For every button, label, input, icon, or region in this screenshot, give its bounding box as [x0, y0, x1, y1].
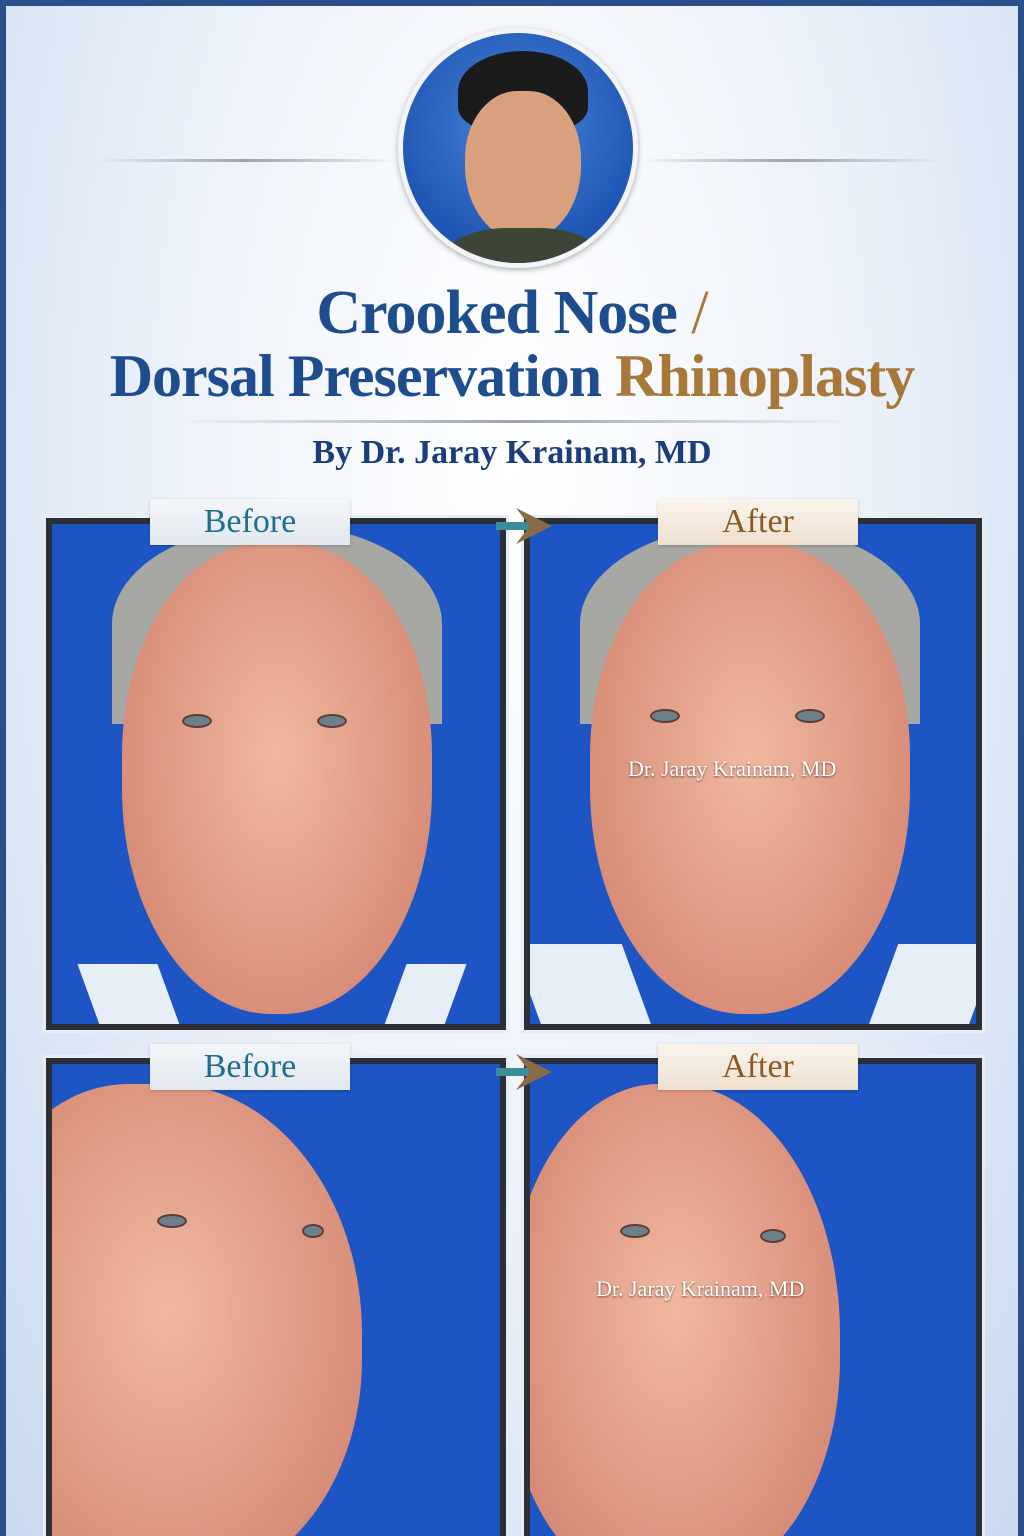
divider-right	[642, 159, 942, 162]
arrow-right-icon	[496, 508, 552, 544]
byline: By Dr. Jaray Krainam, MD	[312, 434, 712, 471]
watermark: Dr. Jaray Krainam, MD	[596, 1276, 805, 1301]
before-photo-frontal	[43, 515, 509, 1033]
doctor-avatar	[398, 28, 638, 268]
before-label: Before	[150, 499, 350, 545]
divider-left	[96, 159, 396, 162]
after-label: After	[658, 499, 858, 545]
title-divider	[176, 420, 856, 423]
arrow-right-icon	[496, 1054, 552, 1090]
title-line-1: Crooked Nose /	[316, 279, 708, 347]
before-photo-oblique	[43, 1055, 509, 1536]
after-photo-frontal: Dr. Jaray Krainam, MD	[521, 515, 985, 1033]
before-label: Before	[150, 1044, 350, 1090]
after-photo-oblique: Dr. Jaray Krainam, MD	[521, 1055, 985, 1536]
watermark: Dr. Jaray Krainam, MD	[628, 756, 837, 781]
title-line-2: Dorsal Preservation Rhinoplasty	[109, 343, 916, 409]
after-label: After	[658, 1044, 858, 1090]
